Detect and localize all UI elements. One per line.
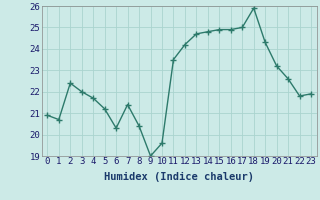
X-axis label: Humidex (Indice chaleur): Humidex (Indice chaleur)	[104, 172, 254, 182]
